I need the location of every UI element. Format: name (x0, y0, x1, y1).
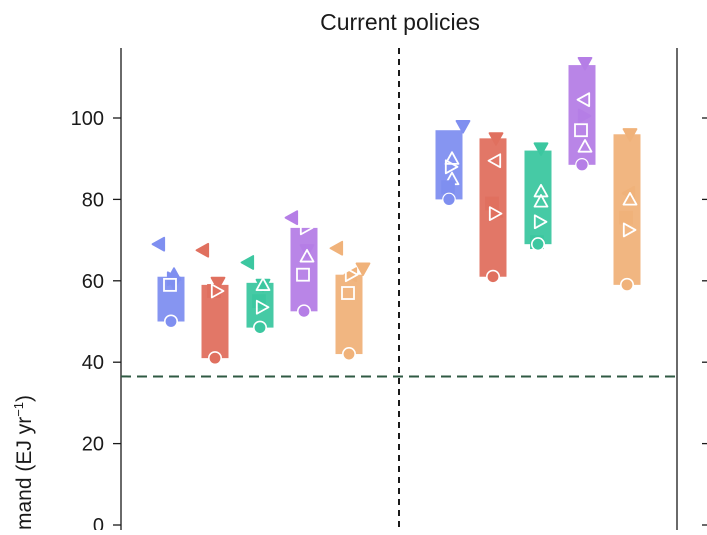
chart-title: Current policies (320, 9, 480, 35)
circle-marker (530, 237, 545, 252)
circle-marker (575, 158, 589, 172)
triangle-up-marker (299, 248, 315, 263)
triangle-up-marker (255, 277, 271, 291)
triangle-left-marker (195, 242, 210, 258)
circle-marker (253, 320, 268, 335)
triangle-right-marker (344, 267, 359, 283)
triangle-left-marker (487, 153, 502, 169)
square-marker (441, 180, 455, 195)
triangle-up-marker (577, 139, 593, 153)
y-axis-label: mand (EJ yr−1) (11, 395, 36, 530)
square-marker (296, 267, 310, 282)
triangle-right-marker (255, 299, 270, 315)
y-tick-label: 0 (93, 515, 104, 530)
y-tick-label: 80 (82, 189, 104, 211)
triangle-down-marker (622, 128, 638, 142)
triangle-right-marker (210, 283, 225, 299)
triangle-up-marker (622, 191, 638, 206)
square-marker (207, 284, 221, 298)
circle-marker (442, 192, 456, 207)
axes: 0 20 40 60 80 100 (71, 48, 707, 535)
triangle-left-marker (576, 92, 591, 108)
triangle-down-marker (455, 120, 471, 134)
y-tick-label: 60 (82, 271, 104, 293)
range-bar (290, 227, 318, 312)
square-marker (619, 210, 633, 225)
circle-marker (208, 351, 223, 366)
square-marker (163, 277, 177, 292)
data-markers (151, 56, 638, 366)
y-axis-label-main: mand (EJ yr (13, 417, 36, 530)
triangle-right-marker (444, 159, 459, 175)
circle-marker (485, 269, 500, 284)
triangle-right-marker (533, 214, 548, 230)
circle-marker (296, 304, 311, 319)
triangle-right-marker (622, 222, 637, 238)
y-tick-label: 40 (82, 352, 104, 374)
range-bar (335, 274, 363, 355)
triangle-up-marker (533, 194, 549, 208)
range-bar (613, 134, 641, 285)
triangle-down-marker (577, 56, 593, 71)
circle-marker (164, 314, 179, 329)
circle-marker (341, 347, 356, 362)
triangle-down-marker (355, 262, 371, 276)
y-tick-label: 100 (71, 108, 104, 130)
range-bar (524, 150, 552, 245)
svg-text:mand (EJ yr−1): mand (EJ yr−1) (11, 395, 36, 530)
triangle-left-marker (151, 236, 166, 252)
triangle-right-marker (577, 108, 592, 124)
square-marker (341, 286, 355, 300)
triangle-left-marker (329, 240, 344, 256)
square-marker (574, 123, 588, 138)
triangle-left-marker (284, 210, 299, 226)
triangle-down-marker (533, 142, 549, 156)
triangle-right-marker (488, 206, 503, 222)
y-axis-label-superscript: −1 (11, 402, 26, 417)
triangle-left-marker (240, 255, 255, 270)
triangle-down-marker (210, 276, 226, 291)
y-tick-label: 20 (82, 434, 104, 456)
triangle-right-marker (299, 220, 314, 236)
y-axis-label-close: ) (13, 395, 36, 402)
triangle-down-marker (488, 132, 504, 146)
circle-marker (619, 277, 634, 292)
